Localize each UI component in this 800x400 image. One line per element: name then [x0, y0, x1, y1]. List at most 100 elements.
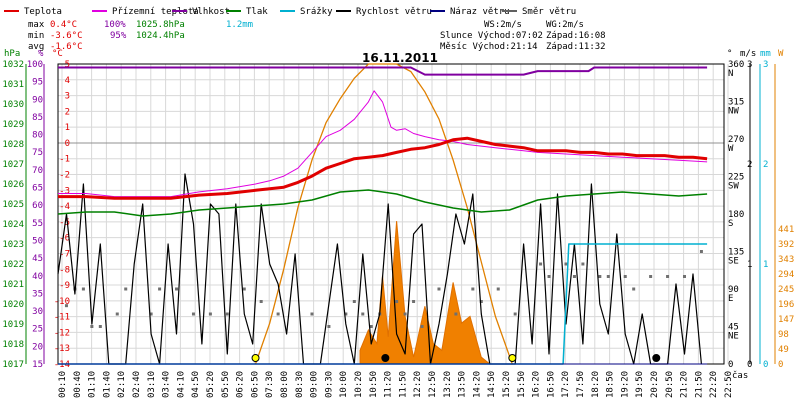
wind-dir-point [344, 312, 348, 316]
wind-dir-point [437, 287, 441, 291]
time-tick-label: 02:10 [117, 371, 127, 398]
legend-label-3: Tlak [246, 7, 268, 17]
wind-dir-point [471, 287, 475, 291]
time-tick-label: 01:10 [88, 371, 98, 398]
ms-tick-label: 3 [747, 60, 752, 70]
time-axis-unit: čas [732, 370, 748, 381]
degc-tick-label: -12 [54, 328, 70, 338]
wind-dir-point [479, 300, 483, 303]
degc-tick-label: 5 [65, 60, 70, 70]
time-tick-label: 22:20 [709, 371, 719, 398]
time-tick-label: 22:50 [724, 371, 734, 398]
dir-tick-name: SE [728, 257, 739, 267]
hpa-tick-label: 1025 [2, 200, 24, 210]
pct-tick-label: 70 [32, 166, 43, 176]
solar-measured-area [359, 221, 492, 365]
wind-dir-point [361, 312, 365, 316]
wind-dir-point [682, 275, 686, 278]
wind-dir-point [64, 304, 68, 308]
wind-dir-point [175, 287, 179, 291]
wind-dir-point [412, 300, 416, 303]
time-tick-label: 00:10 [58, 371, 68, 398]
stat-min-temp: -3.6°C [50, 31, 83, 41]
legend-label-4: Srážky [300, 7, 333, 17]
time-tick-label: 07:30 [265, 371, 275, 398]
time-tick-label: 13:50 [458, 371, 468, 398]
time-tick-label: 12:50 [428, 371, 438, 398]
stat-max-label: max [28, 20, 45, 30]
pct-tick-label: 85 [32, 113, 43, 123]
wind-dir-point [90, 325, 94, 328]
degc-tick-label: -8 [59, 265, 70, 275]
time-tick-label: 09:00 [310, 371, 320, 398]
degc-tick-label: 0 [65, 139, 70, 149]
hpa-tick-label: 1022 [2, 260, 24, 270]
wind-dir-point [606, 275, 610, 278]
stats-block: max 0.4°C 100% 1025.8hPa 1.2mm min -3.6°… [28, 20, 253, 52]
solar-theoretical-line [254, 63, 513, 365]
dir-tick-name: W [728, 144, 734, 154]
time-tick-label: 10:00 [339, 371, 349, 398]
pct-tick-label: 90 [32, 95, 43, 105]
hpa-tick-label: 1024 [2, 220, 24, 230]
degc-tick-label: -5 [59, 218, 70, 228]
hpa-tick-label: 1027 [2, 160, 24, 170]
pct-tick-label: 95 [32, 78, 43, 88]
wind-dir-point [623, 275, 627, 278]
ms-tick-label: 2 [747, 160, 752, 170]
axes: hPa1032103110301029102810271026102510241… [2, 49, 794, 398]
wind-dir-point [369, 325, 373, 328]
hpa-tick-label: 1018 [2, 340, 24, 350]
w-tick-label: 392 [778, 240, 794, 250]
legend-label-6: Náraz větru [450, 7, 510, 17]
time-tick-label: 01:40 [102, 371, 112, 398]
info-sun-set: Západ:16:08 [546, 31, 606, 41]
degc-tick-label: -9 [59, 281, 70, 291]
pct-tick-label: 45 [32, 254, 43, 264]
wind-dir-point [276, 312, 280, 316]
degc-tick-label: -4 [59, 202, 70, 212]
time-tick-label: 15:50 [517, 371, 527, 398]
moonset-marker [381, 354, 390, 362]
legend-label-2: Vlhkost [192, 7, 230, 17]
time-tick-label: 16:20 [532, 371, 542, 398]
stat-min-label: min [28, 31, 44, 41]
w-axis-unit: W [778, 49, 784, 59]
ms-axis-unit: m/s [740, 49, 756, 59]
pct-tick-label: 35 [32, 289, 43, 299]
pct-tick-label: 30 [32, 307, 43, 317]
degc-tick-label: -14 [54, 360, 70, 370]
wind-dir-point [632, 287, 636, 291]
moonrise-marker [652, 354, 661, 362]
time-tick-label: 19:20 [620, 371, 630, 398]
dir-tick-label: 225 [728, 173, 744, 183]
mm-tick-label: 0 [763, 360, 768, 370]
ms-tick-label: 1 [747, 260, 752, 270]
w-tick-label: 49 [778, 345, 789, 355]
pct-tick-label: 20 [32, 342, 43, 352]
sunset-marker [508, 354, 517, 362]
wind-dir-point [403, 312, 407, 316]
hpa-tick-label: 1032 [2, 60, 24, 70]
info-wg: WG:2m/s [546, 20, 584, 30]
wind-dir-point [225, 312, 229, 316]
time-tick-label: 19:50 [635, 371, 645, 398]
degc-tick-label: -3 [59, 186, 70, 196]
time-tick-label: 15:20 [502, 371, 512, 398]
time-tick-label: 14:50 [487, 371, 497, 398]
time-tick-label: 17:50 [576, 371, 586, 398]
degc-tick-label: 2 [65, 107, 70, 117]
time-tick-label: 03:40 [162, 371, 172, 398]
dir-tick-label: 0 [728, 360, 733, 370]
wind-dir-point [572, 275, 576, 278]
dir-tick-name: S [728, 219, 733, 229]
time-tick-label: 14:20 [472, 371, 482, 398]
time-tick-label: 02:40 [132, 371, 142, 398]
time-tick-label: 10:50 [369, 371, 379, 398]
time-tick-label: 00:40 [73, 371, 83, 398]
sunrise-marker [251, 354, 260, 362]
dir-tick-name: NW [728, 107, 739, 117]
legend-label-0: Teplota [24, 7, 62, 17]
